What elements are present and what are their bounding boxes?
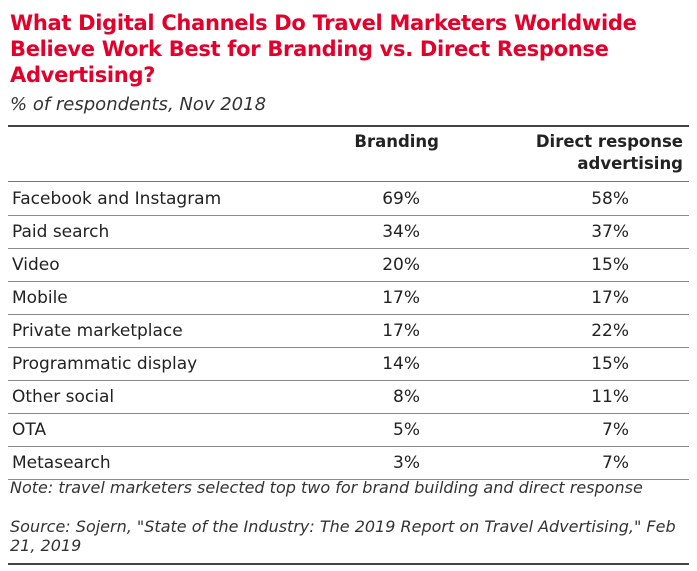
direct-response-value: 7% bbox=[420, 446, 689, 480]
table-row: Paid search 34% 37% bbox=[8, 215, 689, 249]
table-row: OTA 5% 7% bbox=[8, 413, 689, 447]
row-label: Paid search bbox=[8, 215, 342, 249]
header-top-rule bbox=[8, 125, 689, 127]
row-label: Programmatic display bbox=[8, 347, 342, 381]
direct-response-value: 22% bbox=[420, 314, 689, 348]
chart-source: Source: Sojern, "State of the Industry: … bbox=[10, 517, 676, 555]
branding-value: 17% bbox=[342, 281, 420, 315]
row-label: Metasearch bbox=[8, 446, 342, 480]
chart-subtitle: % of respondents, Nov 2018 bbox=[10, 94, 267, 115]
direct-response-value: 7% bbox=[420, 413, 689, 447]
direct-response-value: 15% bbox=[420, 248, 689, 282]
direct-response-value: 15% bbox=[420, 347, 689, 381]
direct-response-value: 17% bbox=[420, 281, 689, 315]
row-label: Facebook and Instagram bbox=[8, 183, 342, 216]
row-label: Video bbox=[8, 248, 342, 282]
branding-value: 17% bbox=[342, 314, 420, 348]
table-row: Mobile 17% 17% bbox=[8, 281, 689, 315]
branding-value: 3% bbox=[342, 446, 420, 480]
table-row: Facebook and Instagram 69% 58% bbox=[8, 183, 689, 216]
footer-rule bbox=[8, 563, 689, 565]
data-table: Facebook and Instagram 69% 58% Paid search 3… bbox=[8, 183, 689, 480]
branding-value: 5% bbox=[342, 413, 420, 447]
table-row: Other social 8% 11% bbox=[8, 380, 689, 414]
table-row: Metasearch 3% 7% bbox=[8, 446, 689, 480]
column-header-direct-response: Direct response advertising bbox=[535, 132, 683, 173]
direct-response-value: 11% bbox=[420, 380, 689, 414]
branding-value: 8% bbox=[342, 380, 420, 414]
column-header-branding: Branding bbox=[354, 132, 439, 151]
row-label: Mobile bbox=[8, 281, 342, 315]
table-row: Private marketplace 17% 22% bbox=[8, 314, 689, 348]
branding-value: 14% bbox=[342, 347, 420, 381]
direct-response-value: 58% bbox=[420, 183, 689, 216]
branding-value: 69% bbox=[342, 183, 420, 216]
row-label: Other social bbox=[8, 380, 342, 414]
header-bottom-rule bbox=[8, 181, 689, 182]
branding-value: 34% bbox=[342, 215, 420, 249]
branding-value: 20% bbox=[342, 248, 420, 282]
table-row: Programmatic display 14% 15% bbox=[8, 347, 689, 381]
direct-response-value: 37% bbox=[420, 215, 689, 249]
chart-note: Note: travel marketers selected top two … bbox=[10, 478, 643, 497]
row-label: Private marketplace bbox=[8, 314, 342, 348]
row-label: OTA bbox=[8, 413, 342, 447]
table-row: Video 20% 15% bbox=[8, 248, 689, 282]
chart-title: What Digital Channels Do Travel Marketer… bbox=[10, 11, 637, 87]
